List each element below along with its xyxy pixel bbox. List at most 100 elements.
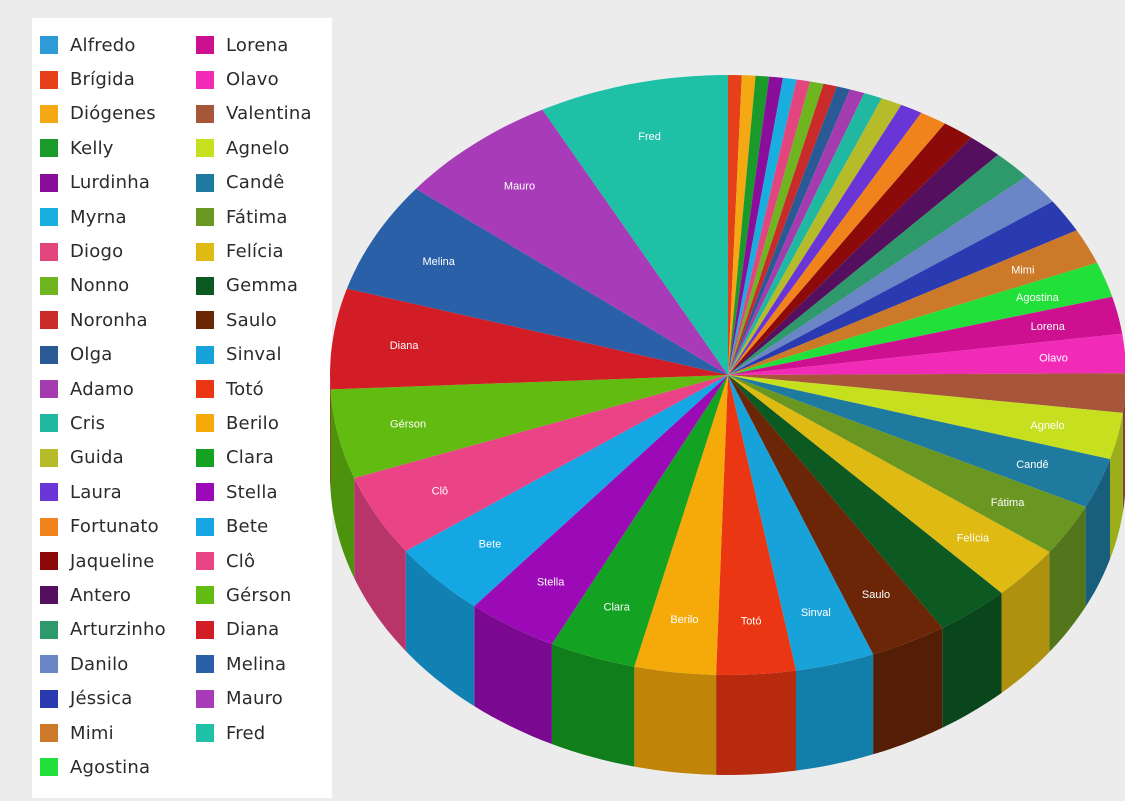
- legend-swatch: [196, 414, 214, 433]
- legend-label: Bete: [226, 516, 269, 538]
- legend-swatch: [196, 380, 214, 399]
- legend-swatch: [196, 552, 214, 571]
- pie-slice: [728, 154, 1027, 375]
- legend-label: Noronha: [70, 309, 148, 331]
- legend-label: Fátima: [226, 206, 288, 228]
- legend-swatch: [196, 345, 214, 364]
- legend-item: Stella: [196, 475, 312, 509]
- slice-label: Diana: [390, 340, 420, 352]
- legend-label: Saulo: [226, 309, 277, 331]
- legend-swatch: [40, 655, 58, 674]
- legend-label: Diana: [226, 619, 280, 641]
- legend-swatch: [196, 36, 214, 55]
- legend-swatch: [40, 311, 58, 330]
- legend-swatch: [40, 448, 58, 467]
- legend-swatch: [196, 448, 214, 467]
- slice-label: Agnelo: [1030, 420, 1064, 432]
- slice-label: Gérson: [390, 419, 426, 431]
- legend-swatch: [40, 552, 58, 571]
- slice-label: Bete: [479, 538, 502, 550]
- legend-label: Gemma: [226, 275, 299, 297]
- legend-label: Melina: [226, 653, 287, 675]
- legend-item: Mauro: [196, 681, 312, 715]
- pie-slice: [354, 375, 728, 552]
- pie-slice-side: [551, 644, 635, 767]
- pie-slice: [330, 288, 728, 390]
- pie-slice: [551, 375, 728, 667]
- legend-swatch: [196, 655, 214, 674]
- slice-label: Felícia: [957, 533, 990, 545]
- legend-item: Agostina: [40, 750, 166, 784]
- legend-swatch: [40, 173, 58, 192]
- pie-slice: [728, 262, 1113, 375]
- legend-swatch: [196, 276, 214, 295]
- legend-column-1: Alfredo Brígida Diógenes Kelly Lurdinha Myrna…: [40, 28, 166, 785]
- legend-label: Clara: [226, 447, 275, 469]
- pie-slice: [728, 77, 797, 376]
- legend-swatch: [40, 620, 58, 639]
- legend-label: Felícia: [226, 241, 284, 263]
- legend-swatch: [196, 242, 214, 261]
- legend-item: Berilo: [196, 406, 312, 440]
- legend-item: Arturzinho: [40, 613, 166, 647]
- legend-label: Agostina: [70, 756, 151, 778]
- legend-item: Lorena: [196, 28, 312, 62]
- legend-label: Valentina: [226, 103, 312, 125]
- legend-swatch: [40, 70, 58, 89]
- pie-slice: [728, 375, 1123, 460]
- legend-label: Lurdinha: [70, 172, 151, 194]
- legend-item: Nonno: [40, 269, 166, 303]
- pie-slice: [728, 375, 874, 671]
- legend-item: Jéssica: [40, 681, 166, 715]
- legend-item: Olga: [40, 338, 166, 372]
- legend-item: Guida: [40, 441, 166, 475]
- legend-item: Gemma: [196, 269, 312, 303]
- pie-slice: [728, 98, 902, 376]
- legend-label: Mauro: [226, 688, 283, 710]
- legend-label: Berilo: [226, 412, 280, 434]
- pie-slice: [728, 81, 824, 375]
- pie-slice: [542, 75, 728, 375]
- pie-slice: [728, 83, 837, 376]
- legend-swatch: [196, 724, 214, 742]
- slice-label: Clara: [604, 601, 631, 613]
- legend-label: Diógenes: [70, 103, 156, 125]
- legend-item: Jaqueline: [40, 544, 166, 578]
- legend-swatch: [40, 276, 58, 295]
- legend-label: Danilo: [70, 653, 129, 675]
- legend-swatch: [40, 724, 58, 742]
- legend-label: Alfredo: [70, 34, 136, 56]
- slice-label: Stella: [537, 577, 565, 589]
- legend-item: Diana: [196, 613, 312, 647]
- legend-swatch: [40, 36, 58, 55]
- legend-label: Brígida: [70, 69, 136, 91]
- pie-slice: [330, 375, 728, 478]
- pie-slice-side: [942, 593, 1002, 728]
- pie-slice: [728, 75, 770, 375]
- pie-slice: [728, 201, 1077, 375]
- slice-label: Berilo: [670, 614, 698, 626]
- legend-item: Antero: [40, 578, 166, 612]
- legend-label: Gérson: [226, 584, 292, 606]
- pie-slice: [346, 188, 728, 375]
- slice-label: Mauro: [504, 181, 535, 193]
- legend-swatch: [40, 483, 58, 502]
- pie-slice: [728, 375, 1050, 593]
- legend-item: Fred: [196, 716, 312, 750]
- legend-label: Candê: [226, 172, 285, 194]
- legend-item: Candê: [196, 166, 312, 200]
- legend-swatch: [40, 586, 58, 605]
- legend-swatch: [40, 242, 58, 261]
- legend-item: Sinval: [196, 338, 312, 372]
- legend-item: Myrna: [40, 200, 166, 234]
- legend-swatch: [196, 483, 214, 502]
- pie-slice: [416, 109, 728, 375]
- legend-swatch: [196, 104, 214, 123]
- slice-label: Saulo: [862, 589, 890, 601]
- pie-slice: [728, 373, 1125, 413]
- legend-item: Laura: [40, 475, 166, 509]
- legend-swatch: [40, 104, 58, 123]
- pie-slice-side: [796, 654, 874, 771]
